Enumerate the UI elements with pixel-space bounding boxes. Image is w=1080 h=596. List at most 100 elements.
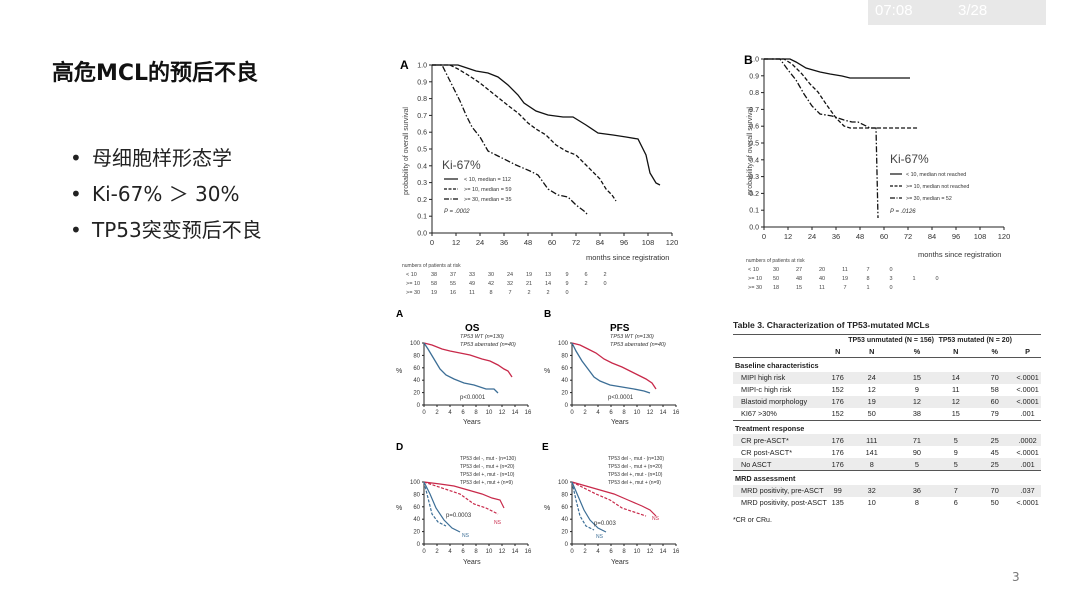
table-cell: 70 bbox=[975, 371, 1015, 384]
panel-a-risk-value: 9 bbox=[565, 281, 568, 287]
panel-b-risk-value: 18 bbox=[773, 285, 779, 291]
panel-b-x-tick-label: 0 bbox=[762, 232, 766, 241]
panel-b-y-tick-label: 0.9 bbox=[749, 73, 759, 80]
pfs-x-tick-label: 6 bbox=[609, 410, 613, 416]
os-x-tick-label: 14 bbox=[512, 410, 519, 416]
panel-b-risk-value: 7 bbox=[843, 285, 846, 291]
panel-a-risk-value: 2 bbox=[546, 290, 549, 296]
panel-b-risk-value: 15 bbox=[796, 285, 802, 291]
table-cell: 5 bbox=[936, 458, 976, 471]
panel-b-x-tick-label: 72 bbox=[904, 232, 912, 241]
panel-b-y-tick-label: 0.8 bbox=[749, 90, 759, 97]
d-x-tick-label: 16 bbox=[525, 549, 532, 555]
panel-b-legend-title: Ki-67% bbox=[890, 152, 929, 166]
table-cell-label: MIPI high risk bbox=[733, 371, 830, 384]
panel-a-risk-value: 9 bbox=[565, 272, 568, 278]
d-ylabel: % bbox=[396, 505, 402, 512]
e-legend-4: TP53 del +, mut + (n=9) bbox=[608, 480, 661, 486]
panel-b-x-tick-label: 96 bbox=[952, 232, 960, 241]
os-label: A bbox=[396, 309, 403, 320]
panel-b-x-tick-label: 24 bbox=[808, 232, 816, 241]
d-x-tick-label: 0 bbox=[422, 549, 426, 555]
table-cell: 14 bbox=[936, 371, 976, 384]
page-counter: 3/28 bbox=[958, 2, 988, 19]
table-cell: 50 bbox=[867, 409, 876, 418]
table-row: MIPI-c high risk 152 12 9 11 58 <.0001 bbox=[733, 384, 1041, 396]
table-cell: 15 bbox=[897, 371, 937, 384]
panel-a-risk-value: 19 bbox=[526, 272, 532, 278]
panel-b-risk-value: 0 bbox=[889, 267, 892, 273]
panel-a-risk-value: 2 bbox=[527, 290, 530, 296]
panel-a-risk-value: 49 bbox=[469, 281, 475, 287]
e-line-4 bbox=[571, 481, 595, 531]
table-cell: 90 bbox=[912, 447, 921, 457]
e-y-tick-label: 40 bbox=[561, 517, 568, 523]
e-y-tick-label: 100 bbox=[558, 480, 569, 486]
panel-b-y-tick-label: 0.6 bbox=[749, 124, 759, 131]
pfs-y-tick-label: 20 bbox=[561, 391, 568, 397]
pfs-x-tick-label: 2 bbox=[583, 410, 587, 416]
panel-a-risk-value: 42 bbox=[488, 281, 494, 287]
panel-a-risk-row-label: < 10 bbox=[406, 272, 417, 278]
status-bar bbox=[868, 0, 1046, 25]
panel-a-pvalue: P = .0002 bbox=[444, 209, 470, 215]
e-ylabel: % bbox=[544, 505, 550, 512]
os-x-tick-label: 12 bbox=[499, 410, 506, 416]
table-cell: 12 bbox=[897, 395, 937, 408]
panel-a-risk-value: 6 bbox=[584, 272, 587, 278]
slide-title: 高危MCL的预后不良 bbox=[52, 61, 259, 86]
table-cell: 111 bbox=[845, 434, 898, 446]
os-x-tick-label: 8 bbox=[474, 410, 478, 416]
panel-a-y-tick-label: 0.6 bbox=[417, 130, 427, 137]
table-cell-label: MIPI-c high risk bbox=[741, 385, 792, 394]
table-cell: 6 bbox=[953, 498, 958, 507]
os-y-tick-label: 20 bbox=[413, 391, 420, 397]
os-y-tick-label: 0 bbox=[417, 403, 421, 409]
e-y-tick-label: 0 bbox=[565, 542, 569, 548]
panel-a-risk-value: 24 bbox=[507, 272, 513, 278]
table-cell: 45 bbox=[990, 447, 999, 457]
table-cell: 71 bbox=[897, 434, 937, 446]
e-pvalue: p=0.003 bbox=[594, 521, 617, 527]
os-x-tick-label: 0 bbox=[422, 410, 426, 416]
e-y-tick-label: 60 bbox=[561, 505, 568, 511]
e-xlabel: Years bbox=[611, 559, 629, 566]
panel-b-y-tick-label: 0.5 bbox=[749, 141, 759, 148]
panel-a-x-tick-label: 12 bbox=[452, 238, 460, 247]
panel-a-risk-row-label: >= 10 bbox=[406, 281, 420, 287]
os-pvalue: p<0.0001 bbox=[460, 395, 486, 401]
panel-b-risk-value: 20 bbox=[819, 267, 825, 273]
os-x-tick-label: 16 bbox=[525, 410, 532, 416]
os-x-tick-label: 4 bbox=[448, 410, 452, 416]
km-line-b-ge10 bbox=[764, 58, 918, 129]
panel-b-risk-row-label: >= 10 bbox=[748, 276, 762, 282]
table-row: MRD positivity, post-ASCT 135 10 8 6 50 <.0001 bbox=[733, 497, 1041, 509]
pfs-y-tick-label: 100 bbox=[558, 341, 569, 347]
panel-b-risk-value: 30 bbox=[773, 267, 779, 273]
panel-b-risk-value: 3 bbox=[889, 276, 892, 282]
d-legend-3: TP53 del +, mut - (n=10) bbox=[460, 472, 515, 478]
table-cell-label: No ASCT bbox=[733, 458, 830, 471]
km-line-b-lt10 bbox=[764, 58, 910, 79]
panel-b-y-tick-label: 0.7 bbox=[749, 107, 759, 114]
table-cell: 99 bbox=[829, 484, 846, 497]
table-cell: 176 bbox=[829, 395, 846, 408]
d-line-3 bbox=[423, 481, 461, 533]
os-x-tick-label: 6 bbox=[461, 410, 465, 416]
table-row: Blastoid morphology 176 19 12 12 60 <.0001 bbox=[733, 395, 1041, 408]
e-line-3 bbox=[571, 481, 607, 533]
panel-a-x-tick-label: 36 bbox=[500, 238, 508, 247]
panel-a-ylabel: probability of overall survival bbox=[403, 107, 410, 195]
panel-a-x-tick-label: 84 bbox=[596, 238, 604, 247]
table-cell: 79 bbox=[990, 409, 999, 418]
panel-a-legend-1: < 10, median = 112 bbox=[464, 177, 511, 183]
table-cell: <.0001 bbox=[1016, 385, 1039, 394]
panel-b-risk-value: 1 bbox=[912, 276, 915, 282]
table-cell-label: CR pre-ASCT* bbox=[733, 434, 830, 446]
d-x-tick-label: 4 bbox=[448, 549, 452, 555]
pfs-x-tick-label: 10 bbox=[634, 410, 641, 416]
pfs-x-tick-label: 14 bbox=[660, 410, 667, 416]
panel-a-y-tick-label: 1.0 bbox=[417, 63, 427, 70]
pfs-x-tick-label: 0 bbox=[570, 410, 574, 416]
d-x-tick-label: 10 bbox=[486, 549, 493, 555]
